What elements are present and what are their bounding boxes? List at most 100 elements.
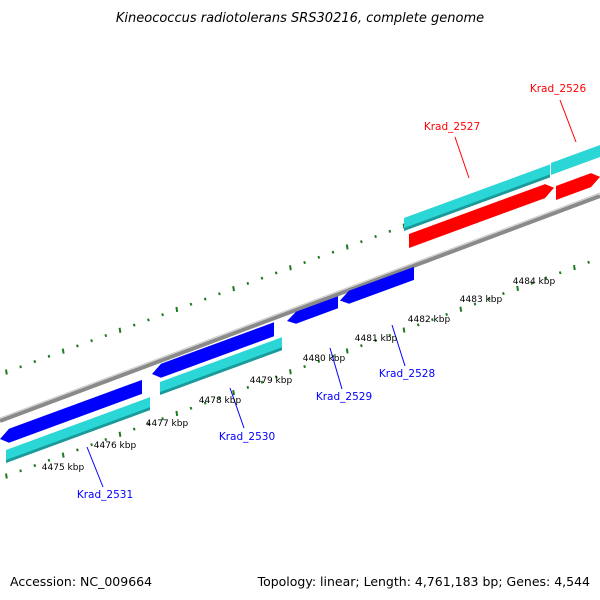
kbp-label: 4476 kbp [94, 441, 137, 451]
kbp-label: 4482 kbp [408, 315, 451, 325]
minor-tick [360, 344, 363, 348]
minor-tick [274, 271, 278, 275]
cds-shadow-krad-2527 [404, 174, 550, 231]
kbp-label: 4478 kbp [199, 396, 242, 406]
minor-tick [203, 401, 207, 405]
kbp-label: 4484 kbp [513, 277, 556, 287]
kbp-label: 4479 kbp [250, 376, 293, 386]
genome-summary-text: Topology: linear; Length: 4,761,183 bp; … [257, 574, 590, 589]
gene-arrow-krad-2531 [0, 379, 142, 443]
minor-tick [431, 318, 434, 322]
minor-tick [132, 323, 136, 327]
major-tick [289, 265, 292, 271]
gene-arrow-krad-2530 [152, 322, 274, 378]
minor-tick [147, 318, 150, 322]
gene-label-krad-2529: Krad_2529 [316, 391, 372, 403]
minor-tick [473, 302, 477, 306]
major-tick [345, 348, 349, 354]
gene-label-krad-2526: Krad_2526 [530, 83, 587, 95]
leader-line-krad-2531 [86, 446, 104, 488]
minor-tick [246, 281, 250, 285]
minor-tick [161, 313, 164, 317]
major-tick [402, 327, 406, 333]
gene-label-krad-2531: Krad_2531 [77, 489, 133, 501]
minor-tick [161, 417, 164, 421]
accession-text: Accession: NC_009664 [10, 574, 152, 589]
minor-tick [76, 344, 79, 348]
minor-tick [317, 359, 321, 363]
minor-tick [388, 333, 392, 337]
gene-arrow-krad-2529 [287, 296, 338, 324]
kbp-label: 4475 kbp [42, 463, 85, 473]
major-tick [118, 431, 122, 437]
minor-tick [218, 292, 221, 296]
backbone-line [0, 194, 600, 423]
major-tick [516, 285, 519, 292]
major-tick [232, 389, 235, 396]
minor-tick [388, 229, 392, 233]
minor-tick [544, 276, 548, 280]
kbp-label: 4481 kbp [355, 334, 398, 344]
major-tick [175, 410, 179, 417]
leader-line-krad-2526 [559, 99, 577, 143]
major-tick [459, 306, 463, 312]
gene-features [0, 145, 600, 463]
cds-shadow-krad-2530 [160, 347, 282, 395]
kbp-label: 4480 kbp [303, 354, 346, 364]
minor-tick [90, 443, 93, 447]
minor-tick [502, 292, 505, 296]
kbp-label: 4477 kbp [146, 419, 189, 429]
minor-tick [331, 250, 335, 254]
minor-tick [530, 281, 534, 285]
minor-tick [487, 297, 491, 301]
minor-tick [189, 302, 193, 306]
gene-label-krad-2530: Krad_2530 [219, 431, 275, 443]
cds-krad-2530 [160, 337, 282, 394]
minor-tick [558, 271, 562, 275]
major-tick [573, 264, 576, 271]
major-tick [61, 452, 65, 458]
minor-tick [33, 464, 37, 468]
major-tick [5, 473, 8, 479]
minor-tick [47, 354, 51, 358]
minor-tick [104, 437, 108, 442]
minor-tick [374, 234, 377, 239]
major-tick [5, 369, 8, 375]
minor-tick [33, 360, 37, 364]
minor-tick [260, 276, 264, 280]
minor-tick [19, 469, 22, 473]
leader-line-krad-2529 [329, 347, 343, 390]
minor-tick [246, 385, 250, 389]
minor-tick [587, 260, 590, 264]
minor-tick [218, 396, 221, 400]
leader-line-krad-2530 [229, 387, 245, 429]
cds-krad-2526 [551, 145, 600, 175]
minor-tick [76, 448, 79, 452]
major-tick [232, 285, 235, 292]
major-tick [61, 348, 65, 354]
leader-line-krad-2527 [454, 136, 470, 179]
minor-tick [360, 240, 363, 244]
minor-tick [303, 365, 306, 369]
cds-krad-2531 [6, 397, 150, 462]
minor-tick [189, 406, 193, 410]
kbp-tick-labels: 4475 kbp 4476 kbp 4477 kbp 4478 kbp 4479 kbp… [42, 277, 556, 473]
gene-arrow-krad-2526 [556, 173, 600, 200]
minor-tick [445, 312, 448, 317]
backbone-highlight [0, 192, 600, 419]
minor-tick [416, 323, 420, 327]
major-tick [175, 306, 179, 313]
map-title: Kineococcus radiotolerans SRS30216, comp… [116, 11, 484, 26]
minor-tick [303, 261, 306, 265]
minor-tick [90, 339, 93, 343]
gene-label-krad-2528: Krad_2528 [379, 368, 435, 380]
minor-tick [331, 354, 335, 358]
major-tick [118, 327, 122, 333]
minor-tick [147, 422, 150, 426]
major-tick [345, 244, 349, 250]
gene-label-krad-2527: Krad_2527 [424, 121, 480, 133]
minor-tick [374, 338, 377, 343]
leader-line-krad-2528 [391, 324, 406, 367]
minor-tick [203, 297, 207, 301]
minor-tick [317, 255, 321, 259]
